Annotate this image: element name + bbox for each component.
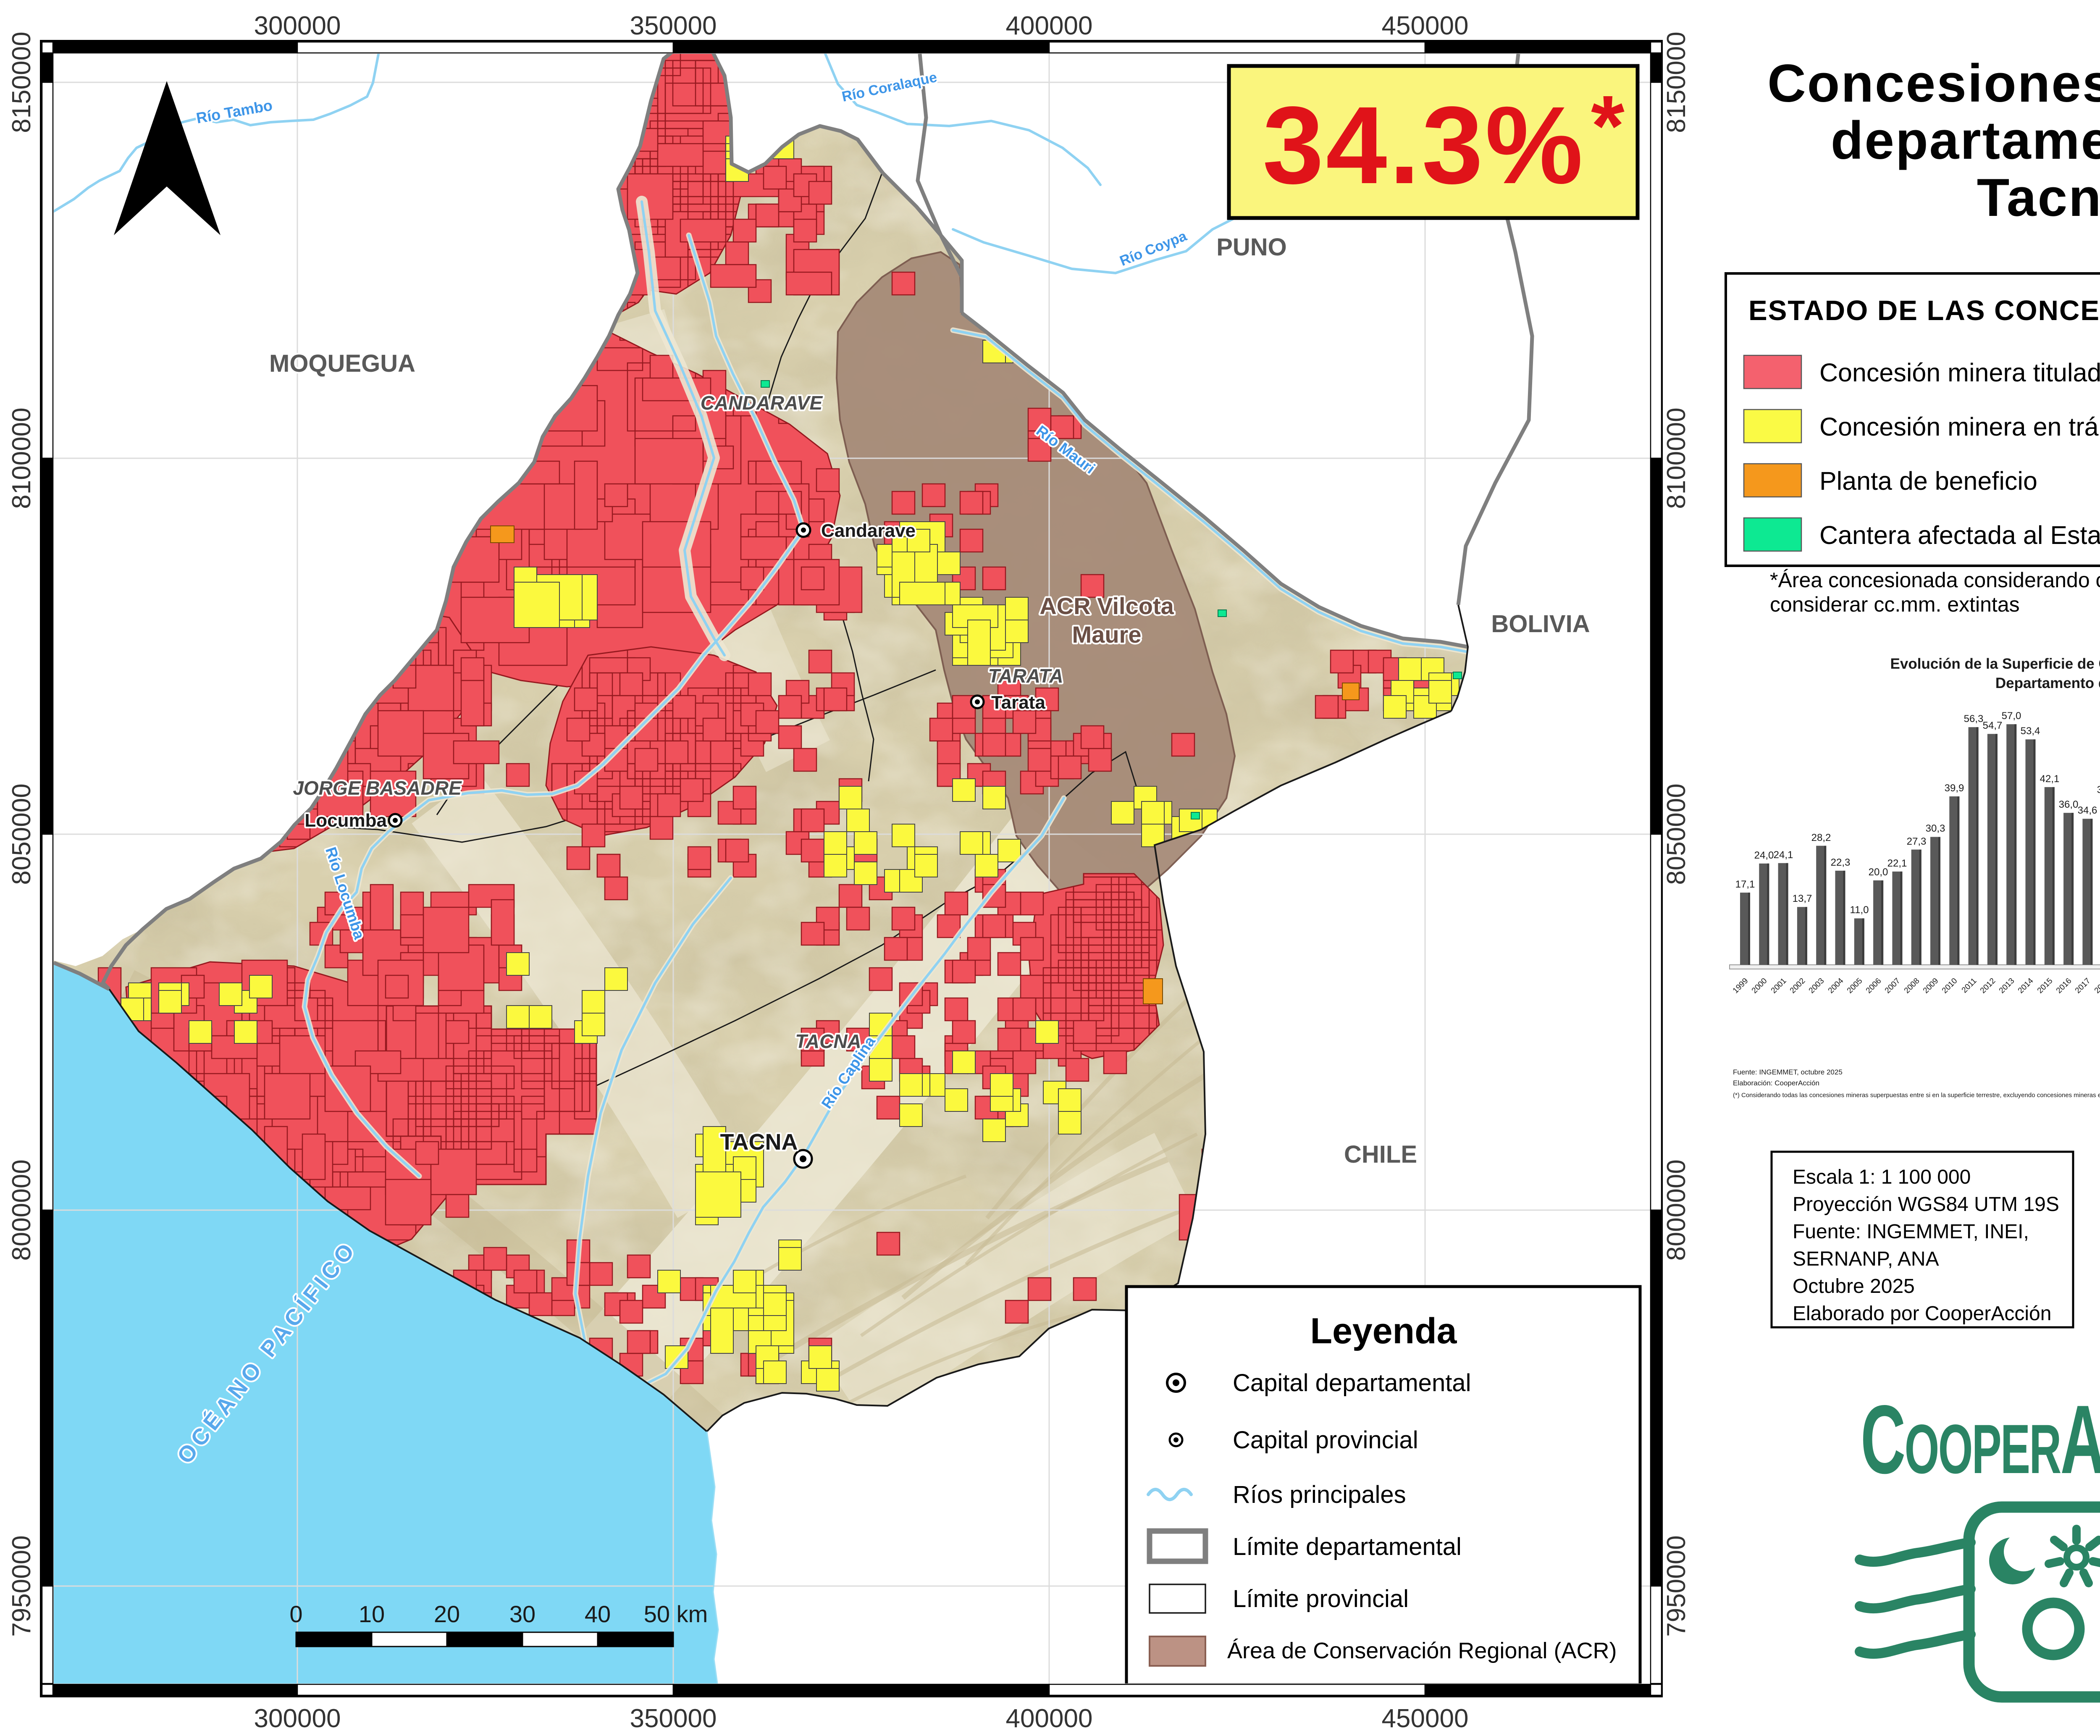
svg-text:24,1: 24,1 (1774, 849, 1793, 861)
svg-text:(*) Considerando todas las con: (*) Considerando todas las concesiones m… (1733, 1092, 2100, 1099)
svg-text:Límite provincial: Límite provincial (1233, 1585, 1409, 1613)
svg-text:28,2: 28,2 (1811, 832, 1831, 843)
svg-text:40: 40 (585, 1601, 611, 1627)
svg-text:24,0: 24,0 (1754, 850, 1774, 861)
svg-text:400000: 400000 (1006, 11, 1093, 40)
svg-text:*Área concesionada considerand: *Área concesionada considerando cc.mm. s… (1770, 568, 2100, 592)
svg-text:30: 30 (509, 1601, 536, 1627)
svg-text:8150000: 8150000 (1662, 32, 1691, 133)
svg-text:Capital departamental: Capital departamental (1233, 1369, 1471, 1397)
svg-text:8000000: 8000000 (1662, 1159, 1691, 1261)
svg-text:42,1: 42,1 (2040, 773, 2060, 785)
svg-text:13,7: 13,7 (1793, 893, 1812, 904)
svg-text:BOLIVIA: BOLIVIA (1491, 610, 1590, 638)
svg-text:Fuente: INGEMMET, INEI,: Fuente: INGEMMET, INEI, (1793, 1221, 2029, 1243)
svg-text:400000: 400000 (1006, 1704, 1093, 1733)
svg-text:22,1: 22,1 (1887, 858, 1907, 869)
svg-text:34,6: 34,6 (2078, 805, 2097, 816)
svg-text:450000: 450000 (1382, 1704, 1469, 1733)
svg-text:34.3%: 34.3% (1263, 84, 1585, 207)
svg-text:departamento de: departamento de (1831, 110, 2100, 170)
svg-text:8000000: 8000000 (7, 1159, 36, 1261)
svg-text:27,3: 27,3 (1907, 836, 1927, 847)
svg-text:54,7: 54,7 (1983, 720, 2003, 731)
svg-text:Cantera afectada al Estado: Cantera afectada al Estado (1819, 521, 2100, 549)
svg-text:Ríos principales: Ríos principales (1233, 1481, 1406, 1508)
svg-text:Concesiones mineras: Concesiones mineras (1767, 53, 2100, 113)
svg-text:39,5: 39,5 (2097, 784, 2100, 796)
svg-text:Octubre 2025: Octubre 2025 (1793, 1275, 1915, 1297)
svg-text:8050000: 8050000 (1662, 783, 1691, 885)
svg-text:Límite departamental: Límite departamental (1233, 1533, 1462, 1560)
svg-text:20,0: 20,0 (1869, 867, 1888, 878)
svg-text:7950000: 7950000 (1662, 1535, 1691, 1636)
svg-text:TARATA: TARATA (988, 665, 1063, 687)
svg-text:PUNO: PUNO (1216, 234, 1287, 261)
svg-text:Área de Conservación Regional: Área de Conservación Regional (ACR) (1227, 1638, 1617, 1663)
svg-text:MOQUEGUA: MOQUEGUA (269, 350, 415, 377)
svg-text:Proyección WGS84 UTM 19S: Proyección WGS84 UTM 19S (1793, 1193, 2059, 1216)
svg-text:Concesión minera titulada: Concesión minera titulada (1819, 358, 2100, 387)
svg-text:350000: 350000 (630, 11, 717, 40)
svg-text:Evolución de la Superficie de: Evolución de la Superficie de Concesione… (1890, 656, 2100, 672)
svg-text:Tarata: Tarata (991, 692, 1045, 713)
svg-text:Concesión minera en trámite: Concesión minera en trámite (1819, 412, 2100, 441)
svg-text:10: 10 (359, 1601, 385, 1627)
svg-text:ESTADO DE LAS CONCESIONES MINE: ESTADO DE LAS CONCESIONES MINERAS (1748, 295, 2100, 326)
svg-text:TACNA: TACNA (720, 1129, 798, 1155)
svg-text:Elaboración: CooperAcción: Elaboración: CooperAcción (1733, 1079, 1819, 1087)
svg-text:22,3: 22,3 (1831, 857, 1851, 868)
svg-text:COOPERACCION: COOPERACCION (1861, 1386, 2100, 1494)
svg-text:SERNANP, ANA: SERNANP, ANA (1793, 1248, 1939, 1270)
svg-text:CANDARAVE: CANDARAVE (701, 392, 823, 414)
svg-text:JORGE BASADRE: JORGE BASADRE (293, 777, 462, 799)
svg-text:Locumba: Locumba (304, 810, 387, 831)
svg-text:Planta de beneficio: Planta de beneficio (1819, 467, 2037, 495)
svg-text:Candarave: Candarave (821, 520, 916, 541)
svg-text:53,4: 53,4 (2021, 725, 2040, 737)
svg-text:Tacna: Tacna (1977, 168, 2100, 227)
svg-text:Fuente: INGEMMET, octubre 2025: Fuente: INGEMMET, octubre 2025 (1733, 1068, 1843, 1076)
svg-text:7950000: 7950000 (7, 1535, 36, 1636)
svg-text:450000: 450000 (1382, 11, 1469, 40)
svg-text:36,0: 36,0 (2059, 799, 2079, 810)
svg-text:30,3: 30,3 (1926, 823, 1945, 834)
svg-text:Maure: Maure (1072, 621, 1142, 648)
svg-text:ACR Vilcota: ACR Vilcota (1040, 593, 1174, 619)
svg-text:56,3: 56,3 (1964, 713, 1984, 725)
svg-text:Departamento de Tacna (%): Departamento de Tacna (%) (1995, 675, 2100, 691)
svg-text:CHILE: CHILE (1344, 1141, 1417, 1168)
svg-text:17,1: 17,1 (1735, 879, 1755, 890)
svg-text:57,0: 57,0 (2002, 710, 2021, 722)
svg-text:Capital provincial: Capital provincial (1233, 1426, 1418, 1454)
svg-text:TACNA: TACNA (795, 1030, 861, 1052)
svg-text:20: 20 (434, 1601, 460, 1627)
svg-text:8150000: 8150000 (7, 32, 36, 133)
svg-text:350000: 350000 (630, 1704, 717, 1733)
svg-text:8100000: 8100000 (7, 407, 36, 509)
svg-text:300000: 300000 (254, 1704, 341, 1733)
svg-text:11,0: 11,0 (1850, 904, 1869, 916)
svg-text:0: 0 (289, 1601, 302, 1627)
svg-text:8100000: 8100000 (1662, 407, 1691, 509)
svg-text:considerar cc.mm. extintas: considerar cc.mm. extintas (1770, 593, 2020, 616)
svg-text:Elaborado por CooperAcción: Elaborado por CooperAcción (1793, 1303, 2051, 1325)
svg-text:Leyenda: Leyenda (1310, 1311, 1457, 1351)
svg-text:50 km: 50 km (644, 1601, 708, 1627)
svg-text:8050000: 8050000 (7, 783, 36, 885)
svg-text:39,9: 39,9 (1945, 783, 1964, 794)
svg-text:300000: 300000 (254, 11, 341, 40)
svg-text:Escala 1: 1 100 000: Escala 1: 1 100 000 (1793, 1166, 1971, 1188)
svg-text:*: * (1591, 78, 1625, 174)
